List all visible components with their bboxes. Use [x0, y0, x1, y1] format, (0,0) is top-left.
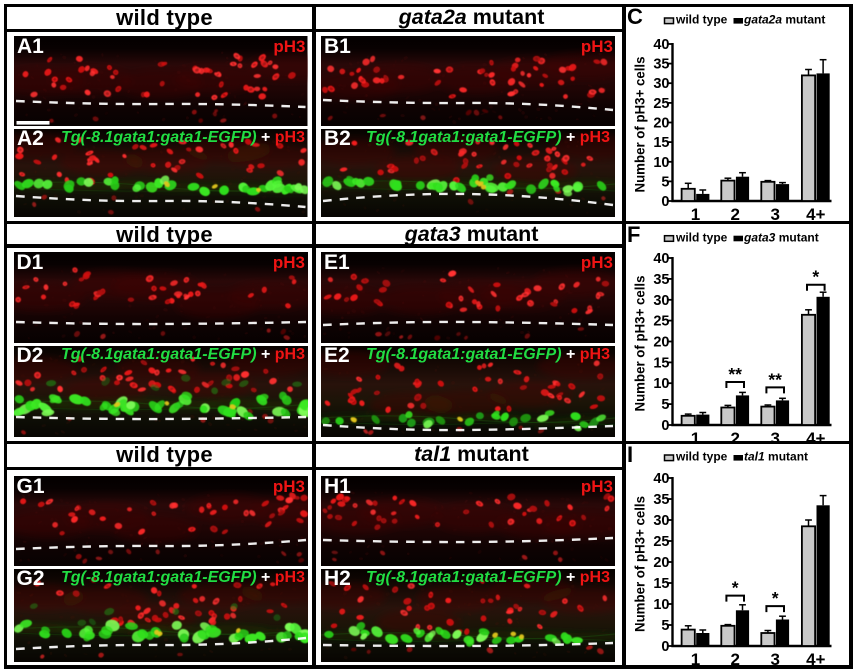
svg-text:5: 5: [661, 618, 669, 634]
svg-text:4+: 4+: [806, 650, 825, 665]
svg-text:3: 3: [770, 205, 779, 221]
svg-text:Number of pH3+ cells: Number of pH3+ cells: [631, 496, 647, 632]
svg-text:2: 2: [730, 650, 739, 665]
svg-text:0: 0: [661, 639, 669, 655]
svg-text:40: 40: [653, 471, 669, 487]
svg-text:I: I: [627, 444, 633, 467]
svg-text:*: *: [812, 267, 819, 287]
svg-text:**: **: [768, 369, 782, 389]
svg-text:2: 2: [730, 429, 739, 441]
svg-text:*: *: [771, 588, 778, 608]
svg-text:0: 0: [661, 194, 669, 210]
svg-text:5: 5: [661, 174, 669, 190]
svg-text:3: 3: [770, 429, 779, 441]
svg-text:10: 10: [653, 155, 669, 171]
svg-text:0: 0: [661, 418, 669, 434]
svg-text:1: 1: [690, 205, 699, 221]
svg-text:wild type: wild type: [675, 230, 728, 244]
svg-text:4+: 4+: [806, 205, 825, 221]
svg-text:2: 2: [730, 205, 739, 221]
svg-text:tal1 mutant: tal1 mutant: [744, 450, 808, 464]
svg-text:4+: 4+: [806, 429, 825, 441]
svg-text:30: 30: [653, 293, 669, 309]
svg-text:20: 20: [653, 116, 669, 132]
svg-text:25: 25: [653, 96, 669, 112]
svg-text:1: 1: [690, 429, 699, 441]
svg-text:30: 30: [653, 513, 669, 529]
svg-text:30: 30: [653, 76, 669, 92]
svg-text:10: 10: [653, 376, 669, 392]
svg-text:40: 40: [653, 251, 669, 267]
svg-text:**: **: [728, 364, 742, 384]
svg-text:20: 20: [653, 335, 669, 351]
svg-text:5: 5: [661, 397, 669, 413]
svg-text:35: 35: [653, 492, 669, 508]
svg-text:wild type: wild type: [675, 13, 728, 27]
svg-text:F: F: [627, 224, 640, 247]
svg-text:*: *: [731, 578, 738, 598]
svg-text:25: 25: [653, 534, 669, 550]
svg-text:15: 15: [653, 355, 669, 371]
svg-text:25: 25: [653, 314, 669, 330]
svg-text:20: 20: [653, 555, 669, 571]
svg-text:gata3 mutant: gata3 mutant: [743, 230, 819, 244]
svg-text:10: 10: [653, 597, 669, 613]
svg-text:35: 35: [653, 272, 669, 288]
svg-text:C: C: [627, 7, 643, 29]
svg-text:35: 35: [653, 57, 669, 73]
svg-text:15: 15: [653, 135, 669, 151]
svg-text:15: 15: [653, 576, 669, 592]
svg-text:3: 3: [770, 650, 779, 665]
svg-text:wild type: wild type: [675, 450, 728, 464]
svg-text:Number of pH3+ cells: Number of pH3+ cells: [631, 275, 647, 411]
svg-text:gata2a mutant: gata2a mutant: [743, 13, 825, 27]
svg-text:Number of pH3+ cells: Number of pH3+ cells: [631, 56, 647, 192]
svg-text:1: 1: [690, 650, 699, 665]
svg-text:40: 40: [653, 37, 669, 53]
